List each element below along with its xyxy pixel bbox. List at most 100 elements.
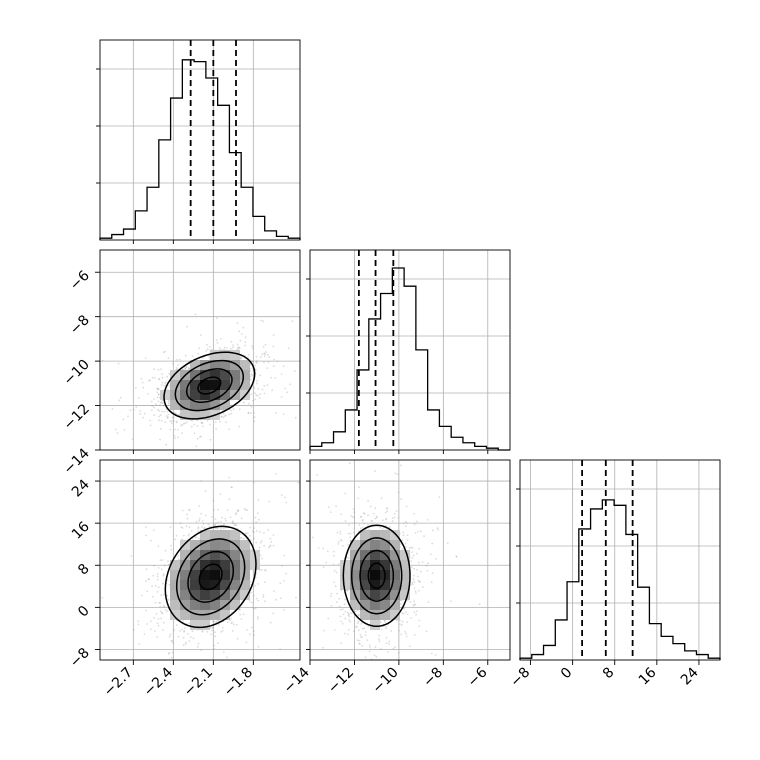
scatter-point [230,340,233,343]
scatter-point [390,630,393,632]
scatter-point [201,630,204,632]
scatter-point [251,530,254,533]
scatter-point [101,597,104,599]
density-cell [220,390,230,400]
scatter-point [361,519,364,522]
scatter-point [226,621,229,624]
scatter-point [191,419,193,422]
scatter-point [215,522,217,524]
scatter-point [157,618,160,620]
scatter-point [161,402,164,405]
scatter-point [352,531,355,534]
scatter-point [197,352,200,355]
scatter-point [403,607,405,610]
scatter-point [147,393,150,395]
scatter-point [159,610,162,613]
scatter-point [140,377,143,380]
scatter-point [386,510,389,513]
scatter-point [374,470,376,473]
scatter-point [405,505,408,508]
scatter-point [285,572,288,575]
scatter-point [149,379,152,382]
scatter-point [423,535,425,538]
scatter-point [201,520,204,522]
scatter-point [394,472,397,475]
contour-level-2 [175,538,246,616]
scatter-point [230,611,233,613]
scatter-point [364,634,367,636]
scatter-point [383,619,386,622]
density-cell [170,590,180,600]
scatter-point [206,343,208,346]
scatter-point [311,536,314,539]
scatter-point [249,378,252,381]
scatter-point [142,416,144,419]
scatter-point [254,392,256,394]
scatter-point [160,384,163,386]
scatter-point [385,507,388,509]
density-cell [210,370,220,380]
histogram-grid [520,460,720,660]
density-cell [210,600,220,610]
scatter-point [410,617,412,619]
scatter-point [408,645,411,647]
scatter-point [161,611,163,614]
scatter-point [371,523,374,525]
scatter-point [283,580,286,582]
scatter-point [214,635,217,638]
scatter-point [280,597,282,600]
scatter-point [111,408,114,410]
scatter-point [167,598,170,601]
scatter-point [402,522,405,525]
scatter-point [223,523,225,525]
scatter-point [211,516,213,518]
density-cell [190,600,200,610]
density-cell [230,580,240,590]
scatter-point [388,642,390,645]
scatter-point [385,518,387,521]
scatter-point [195,520,198,523]
density-cell [210,570,220,580]
scatter-point [264,600,266,603]
scatter-point [253,411,256,414]
scatter-point [274,412,277,414]
scatter-point [339,538,342,541]
scatter-point [235,623,238,626]
density-cell [230,570,240,580]
scatter-point [138,643,141,645]
pair-panel-0-1 [99,249,301,451]
density-cell [190,560,200,570]
scatter-point [196,419,199,422]
scatter-point [347,633,349,636]
scatter-point [210,633,213,636]
scatter-point [185,641,187,644]
scatter-point [264,676,266,678]
scatter-point [186,517,189,520]
pair-grid [100,460,300,660]
scatter-point [385,636,388,639]
scatter-point [252,481,255,484]
scatter-point [280,494,283,497]
scatter-point [272,544,275,547]
scatter-point [137,620,140,623]
scatter-point [170,656,173,659]
scatter-point [196,437,199,440]
scatter-point [429,553,432,555]
scatter-point [399,603,402,605]
scatter-point [144,526,147,528]
scatter-point [263,544,266,547]
scatter-point [255,521,258,524]
scatter-point [401,612,404,615]
scatter-point [181,527,184,529]
scatter-point [157,545,160,548]
scatter-point [185,354,187,357]
contour-level-0 [197,376,222,395]
scatter-point [363,512,366,515]
scatter-point [256,380,258,382]
scatter-point [263,361,265,364]
scatter-point [224,414,227,417]
scatter-point [206,419,209,422]
scatter-point [167,652,170,655]
scatter-point [419,581,421,583]
scatter-point [214,421,217,423]
